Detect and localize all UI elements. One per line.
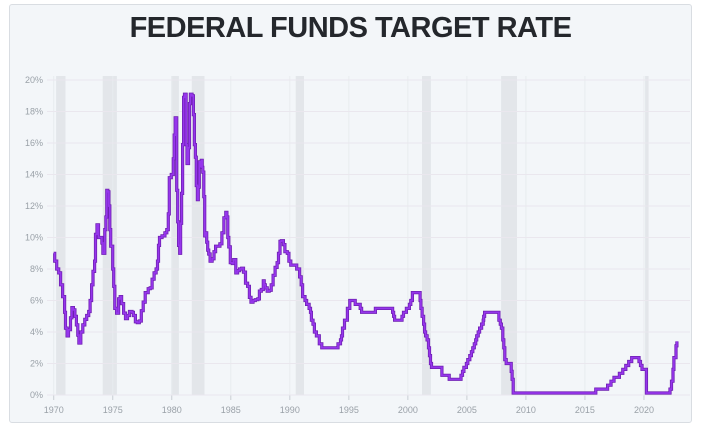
y-tick-label: 2% [30,359,43,369]
x-tick-label: 2010 [516,405,536,415]
recession-band [295,76,304,395]
y-tick-label: 18% [25,107,43,117]
y-tick-label: 14% [25,170,43,180]
recession-band [645,76,649,395]
recession-band [171,76,179,395]
chart-card: FEDERAL FUNDS TARGET RATE 0% 2% 4% 6% 8% 10% 1… [9,4,692,423]
x-tick-label: 1980 [162,405,182,415]
x-tick-label: 1975 [103,405,123,415]
chart-canvas: 0% 2% 4% 6% 8% 10% 12% 14% 16% 18% 20% 1970 1975 1980… [25,75,690,415]
x-tick-label: 2020 [634,405,654,415]
y-tick-label: 20% [25,75,43,85]
x-tick-label: 1990 [280,405,300,415]
recession-band [422,76,431,395]
x-tick-label: 2015 [575,405,595,415]
x-tick-label: 1995 [339,405,359,415]
series-line [53,93,678,394]
x-tick-label: 1970 [44,405,64,415]
y-tick-label: 10% [25,233,43,243]
x-tick-label: 2005 [457,405,477,415]
y-tick-label: 12% [25,201,43,211]
recession-band [56,76,66,395]
x-tick-label: 2000 [398,405,418,415]
chart-title: FEDERAL FUNDS TARGET RATE [129,12,572,44]
y-tick-label: 0% [30,390,43,400]
x-tick-label: 1985 [221,405,241,415]
y-tick-label: 8% [30,264,43,274]
y-tick-label: 4% [30,327,43,337]
y-tick-label: 6% [30,296,43,306]
series-line-outline [53,92,679,395]
recession-band [501,76,517,395]
y-tick-label: 16% [25,138,43,148]
